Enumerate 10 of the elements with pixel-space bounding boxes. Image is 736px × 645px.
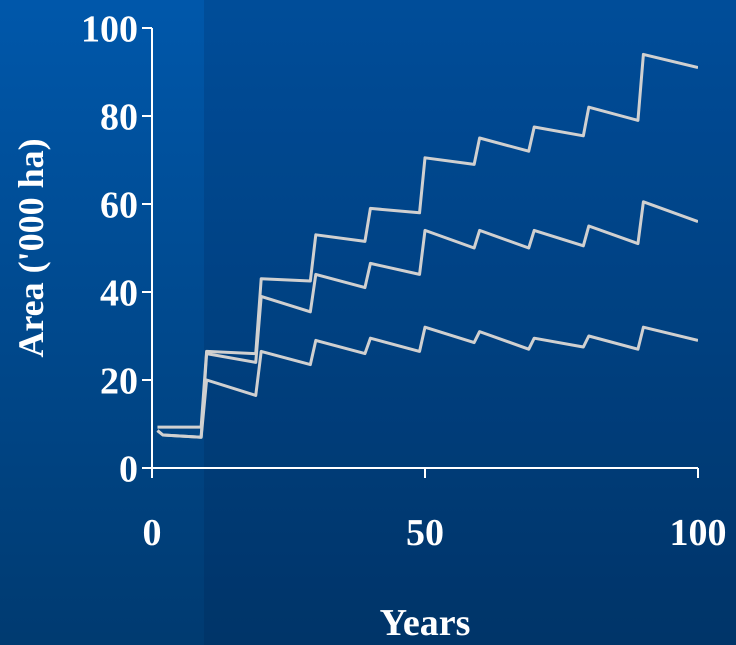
y-tick-label: 0 bbox=[119, 448, 138, 490]
y-tick-label: 20 bbox=[100, 360, 138, 402]
x-tick-label: 100 bbox=[670, 512, 726, 554]
x-axis-title: Years bbox=[380, 602, 470, 644]
y-axis-title: Area ('000 ha) bbox=[10, 138, 51, 358]
y-tick-label: 60 bbox=[100, 184, 138, 226]
y-tick-label: 40 bbox=[100, 272, 138, 314]
y-tick-label: 80 bbox=[100, 96, 138, 138]
y-tick-label: 100 bbox=[81, 8, 138, 50]
x-tick-label: 50 bbox=[406, 512, 444, 554]
